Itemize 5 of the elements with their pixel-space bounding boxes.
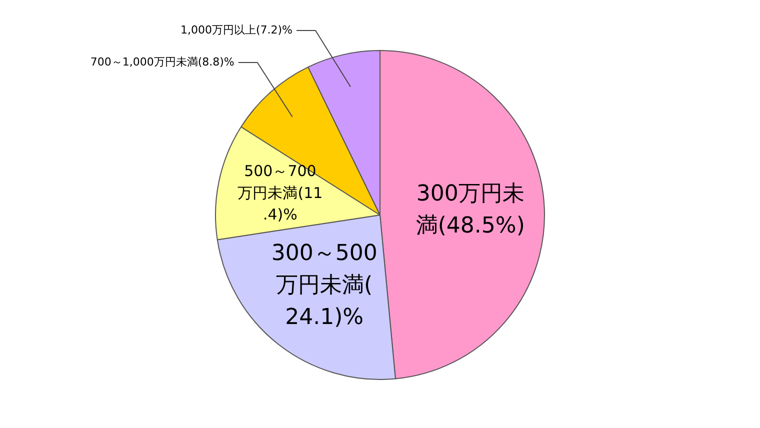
slice-label: 500～700万円未満(11.4)%: [238, 162, 323, 224]
slice-label: 700～1,000万円未満(8.8)%: [90, 55, 234, 68]
slice-label: 300～500万円未満(24.1)%: [271, 241, 378, 330]
slice-label: 300万円未満(48.5%): [416, 182, 525, 238]
slice-label: 1,000万円以上(7.2)%: [180, 23, 292, 36]
